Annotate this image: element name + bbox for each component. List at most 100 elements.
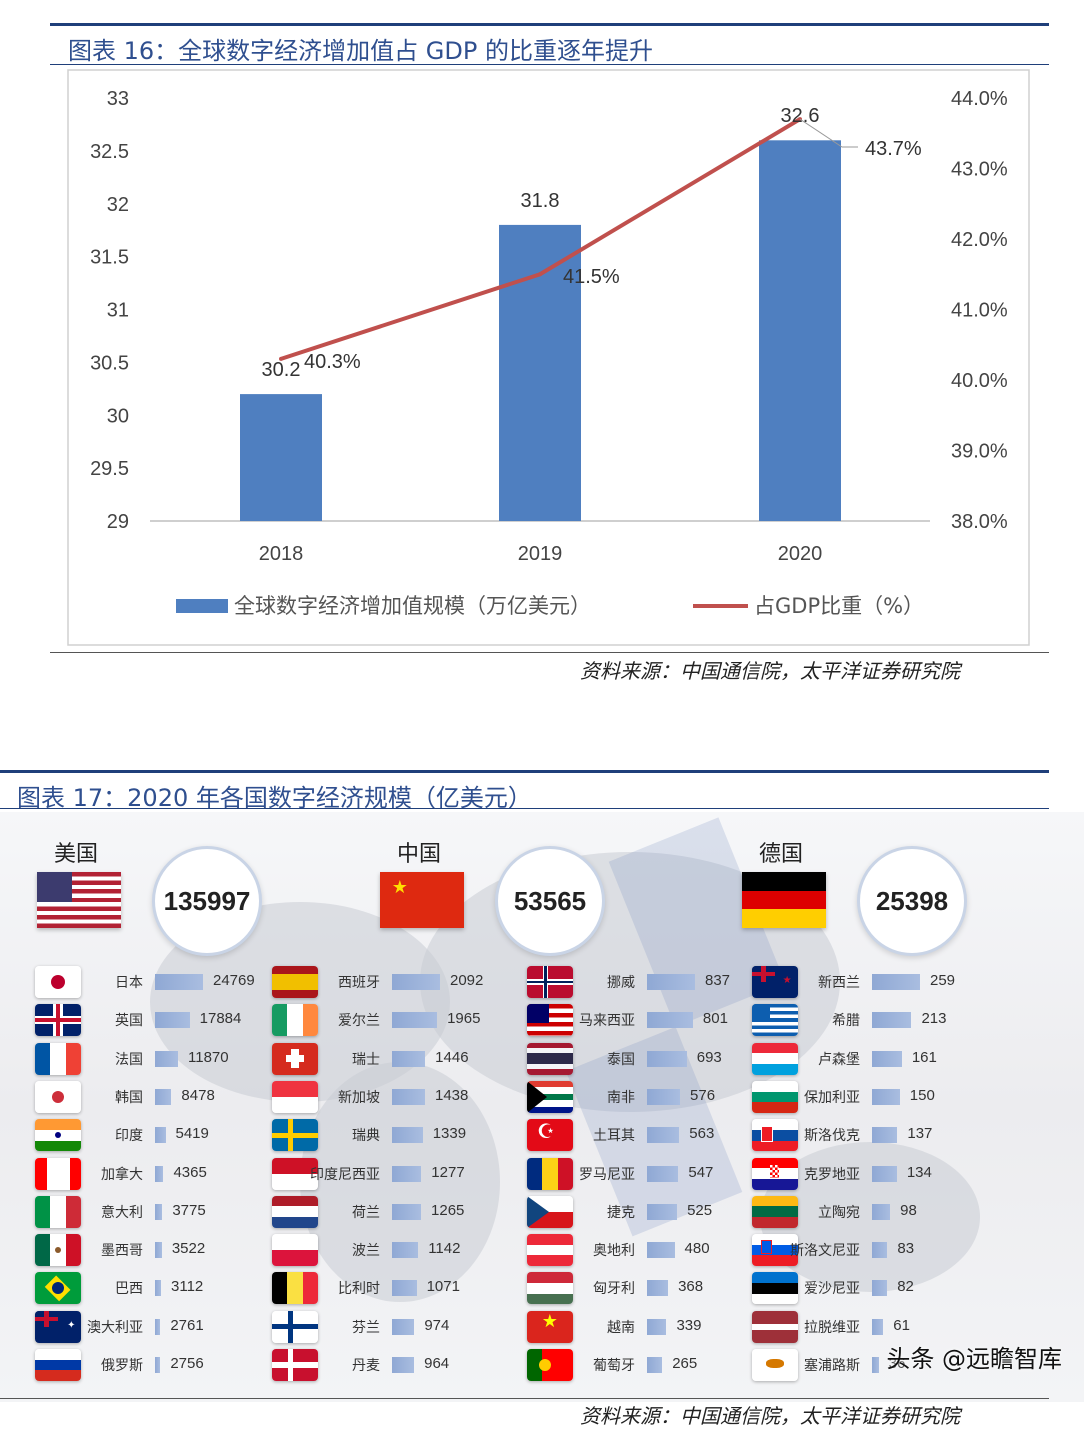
country-bar	[647, 1242, 675, 1259]
flag-it-icon	[35, 1195, 81, 1228]
country-value: 801	[702, 1010, 728, 1028]
country-row: 斯洛文尼亚 83	[752, 1232, 982, 1268]
flag-se-icon	[272, 1119, 318, 1152]
country-row: 南非 576	[527, 1079, 757, 1115]
country-row: 泰国 693	[527, 1041, 757, 1077]
y-left-tick: 30.5	[90, 352, 129, 374]
country-bar	[392, 974, 440, 990]
country-bar	[647, 1280, 669, 1297]
flag-th-icon	[527, 1042, 573, 1075]
country-bar	[872, 1357, 879, 1373]
flag-id-icon	[272, 1157, 318, 1190]
country-value: 837	[705, 972, 731, 989]
y-left-tick: 29	[107, 511, 129, 533]
country-bar	[392, 1242, 419, 1259]
country-value: 137	[907, 1125, 933, 1143]
flag-gr-icon	[752, 1004, 798, 1037]
country-bar	[155, 1088, 172, 1105]
country-value: 24769	[213, 972, 255, 989]
country-name: 爱沙尼亚	[804, 1281, 860, 1298]
line-value-label: 43.7%	[865, 138, 922, 160]
country-bar	[392, 1012, 438, 1029]
y-right-tick: 42.0%	[951, 229, 1008, 251]
flag-sk-icon	[752, 1119, 798, 1152]
country-bar	[155, 974, 203, 990]
country-bar	[392, 1050, 426, 1067]
country-row: 荷兰 1265	[272, 1194, 502, 1230]
x-tick-2018: 2018	[259, 543, 304, 565]
country-row: 奥地利 480	[527, 1232, 757, 1268]
flag-nl-icon	[272, 1195, 318, 1228]
country-bar	[872, 1318, 884, 1335]
country-value: 1438	[434, 1086, 469, 1104]
flag-ie-icon	[272, 1004, 318, 1037]
country-bar	[392, 1357, 415, 1373]
top-country-value: 135997	[152, 846, 262, 956]
country-bar	[155, 1318, 161, 1335]
country-row: 马来西亚 801	[527, 1002, 757, 1038]
flag-de-icon	[742, 872, 826, 929]
flag-in-icon	[35, 1119, 81, 1152]
country-value: 213	[921, 1010, 947, 1028]
country-value: 3112	[171, 1278, 204, 1296]
fig17-source: 资料来源：中国通信院，太平洋证券研究院	[580, 1404, 960, 1428]
country-name: 拉脱维亚	[804, 1319, 860, 1336]
country-value: 17884	[199, 1010, 242, 1028]
country-row: 爱尔兰 1965	[272, 1002, 502, 1038]
top-country-value: 53565	[495, 846, 605, 956]
legend-bar-swatch	[176, 599, 228, 613]
country-value: 259	[930, 972, 956, 989]
country-name: 西班牙	[338, 975, 380, 991]
flag-fi-icon	[272, 1310, 318, 1343]
country-bar	[647, 1050, 687, 1067]
country-row: 加拿大 4365	[35, 1156, 265, 1192]
country-row: 爱沙尼亚 82	[752, 1270, 982, 1306]
country-name: 爱尔兰	[338, 1013, 380, 1030]
country-bar	[872, 1203, 891, 1220]
country-bar	[872, 1088, 900, 1105]
flag-cn-icon: ★	[380, 872, 464, 928]
country-name: 立陶宛	[818, 1204, 860, 1221]
flag-us-icon	[37, 872, 121, 928]
flag-my-icon	[527, 1004, 573, 1037]
y-right-tick: 43.0%	[951, 159, 1008, 181]
country-name: 墨西哥	[101, 1243, 143, 1260]
flag-lv-icon	[752, 1310, 798, 1343]
bar-value-label: 32.6	[781, 105, 820, 127]
line-value-label: 40.3%	[304, 351, 361, 373]
country-bar	[155, 1165, 164, 1182]
country-name: 捷克	[607, 1204, 635, 1221]
country-bar	[392, 1203, 422, 1220]
flag-cy-icon	[752, 1349, 798, 1381]
fig16-title: 图表 16：全球数字经济增加值占 GDP 的比重逐年提升	[68, 37, 653, 65]
y-right-tick: 39.0%	[951, 441, 1008, 463]
country-name: 南非	[607, 1089, 635, 1106]
country-name: 印度尼西亚	[310, 1166, 380, 1183]
fig16-chart: 29 29.5 30 30.5 31 31.5 32 32.5 33 38.0% 39.0% 40.…	[67, 69, 1030, 646]
country-name: 新加坡	[338, 1089, 380, 1106]
country-bar	[155, 1242, 162, 1259]
country-value: 150	[909, 1086, 935, 1104]
fig16-top-rule	[50, 23, 1049, 26]
country-name: 日本	[115, 975, 143, 991]
country-name: 斯洛文尼亚	[790, 1243, 860, 1260]
country-bar	[647, 1012, 693, 1029]
country-value: 368	[678, 1278, 704, 1296]
flag-fr-icon	[35, 1042, 81, 1075]
country-value: 83	[897, 1240, 915, 1258]
country-value: 11870	[188, 1048, 229, 1066]
country-name: 卢森堡	[818, 1051, 860, 1068]
country-bar	[872, 1050, 902, 1067]
country-value: 1339	[432, 1125, 467, 1143]
country-bar	[392, 1088, 425, 1105]
country-row: 意大利 3775	[35, 1194, 265, 1230]
top-country-name: 美国	[54, 842, 99, 867]
country-bar	[647, 1203, 678, 1220]
flag-at-icon	[527, 1234, 573, 1267]
country-row: 西班牙 2092	[272, 964, 502, 1000]
country-value: 61	[893, 1316, 910, 1334]
country-name: 瑞典	[352, 1128, 380, 1145]
country-value: 2092	[450, 972, 484, 989]
country-row: 印度尼西亚 1277	[272, 1156, 502, 1192]
country-row: 新加坡 1438	[272, 1079, 502, 1115]
